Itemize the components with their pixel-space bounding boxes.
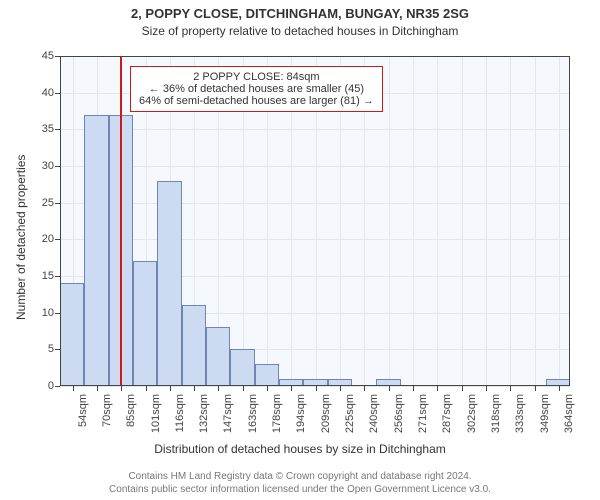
x-tick-mark bbox=[389, 386, 390, 391]
annotation-line: 64% of semi-detached houses are larger (… bbox=[139, 95, 374, 107]
histogram-bar bbox=[328, 379, 352, 386]
x-tick-mark bbox=[267, 386, 268, 391]
x-tick-mark bbox=[486, 386, 487, 391]
annotation-line: ← 36% of detached houses are smaller (45… bbox=[139, 83, 374, 95]
x-tick-mark bbox=[559, 386, 560, 391]
property-marker-line bbox=[120, 56, 122, 386]
y-tick-label: 40 bbox=[24, 87, 60, 99]
grid-line-v bbox=[437, 56, 438, 386]
histogram-bar bbox=[157, 181, 181, 386]
x-tick-mark bbox=[146, 386, 147, 391]
x-tick-mark bbox=[364, 386, 365, 391]
grid-line-v bbox=[413, 56, 414, 386]
attribution: Contains HM Land Registry data © Crown c… bbox=[0, 470, 600, 496]
attribution-line-1: Contains HM Land Registry data © Crown c… bbox=[0, 470, 600, 483]
y-tick-label: 25 bbox=[24, 197, 60, 209]
x-tick-mark bbox=[340, 386, 341, 391]
grid-line-v bbox=[510, 56, 511, 386]
histogram-bar bbox=[230, 349, 254, 386]
chart-subtitle: Size of property relative to detached ho… bbox=[0, 24, 600, 38]
grid-line-v bbox=[535, 56, 536, 386]
histogram-bar bbox=[303, 379, 327, 386]
y-tick-label: 10 bbox=[24, 307, 60, 319]
attribution-line-2: Contains public sector information licen… bbox=[0, 483, 600, 496]
x-tick-mark bbox=[97, 386, 98, 391]
annotation-box: 2 POPPY CLOSE: 84sqm← 36% of detached ho… bbox=[130, 66, 383, 112]
histogram-bar bbox=[182, 305, 206, 386]
histogram-bar bbox=[376, 379, 400, 386]
histogram-bar bbox=[60, 283, 84, 386]
grid-line-v bbox=[559, 56, 560, 386]
x-tick-mark bbox=[170, 386, 171, 391]
x-tick-mark bbox=[194, 386, 195, 391]
x-tick-mark bbox=[316, 386, 317, 391]
histogram-bar bbox=[546, 379, 570, 386]
x-tick-mark bbox=[73, 386, 74, 391]
histogram-bar bbox=[133, 261, 157, 386]
x-tick-mark bbox=[121, 386, 122, 391]
grid-line-v bbox=[389, 56, 390, 386]
y-tick-label: 0 bbox=[24, 380, 60, 392]
x-axis-label: Distribution of detached houses by size … bbox=[0, 442, 600, 456]
plot-area: 05101520253035404554sqm70sqm85sqm101sqm1… bbox=[60, 56, 570, 386]
x-tick-mark bbox=[413, 386, 414, 391]
histogram-bar bbox=[206, 327, 230, 386]
histogram-bar bbox=[279, 379, 303, 386]
y-tick-label: 35 bbox=[24, 123, 60, 135]
x-tick-mark bbox=[437, 386, 438, 391]
y-tick-label: 20 bbox=[24, 233, 60, 245]
chart-container: 2, POPPY CLOSE, DITCHINGHAM, BUNGAY, NR3… bbox=[0, 0, 600, 500]
chart-title: 2, POPPY CLOSE, DITCHINGHAM, BUNGAY, NR3… bbox=[0, 6, 600, 21]
y-tick-label: 45 bbox=[24, 50, 60, 62]
x-tick-mark bbox=[243, 386, 244, 391]
y-tick-label: 30 bbox=[24, 160, 60, 172]
x-tick-mark bbox=[510, 386, 511, 391]
y-tick-label: 15 bbox=[24, 270, 60, 282]
annotation-line: 2 POPPY CLOSE: 84sqm bbox=[139, 71, 374, 83]
x-tick-mark bbox=[218, 386, 219, 391]
grid-line-v bbox=[486, 56, 487, 386]
y-tick-label: 5 bbox=[24, 343, 60, 355]
grid-line-v bbox=[462, 56, 463, 386]
histogram-bar bbox=[255, 364, 279, 386]
x-tick-mark bbox=[535, 386, 536, 391]
histogram-bar bbox=[84, 115, 108, 386]
x-tick-mark bbox=[462, 386, 463, 391]
x-tick-mark bbox=[291, 386, 292, 391]
